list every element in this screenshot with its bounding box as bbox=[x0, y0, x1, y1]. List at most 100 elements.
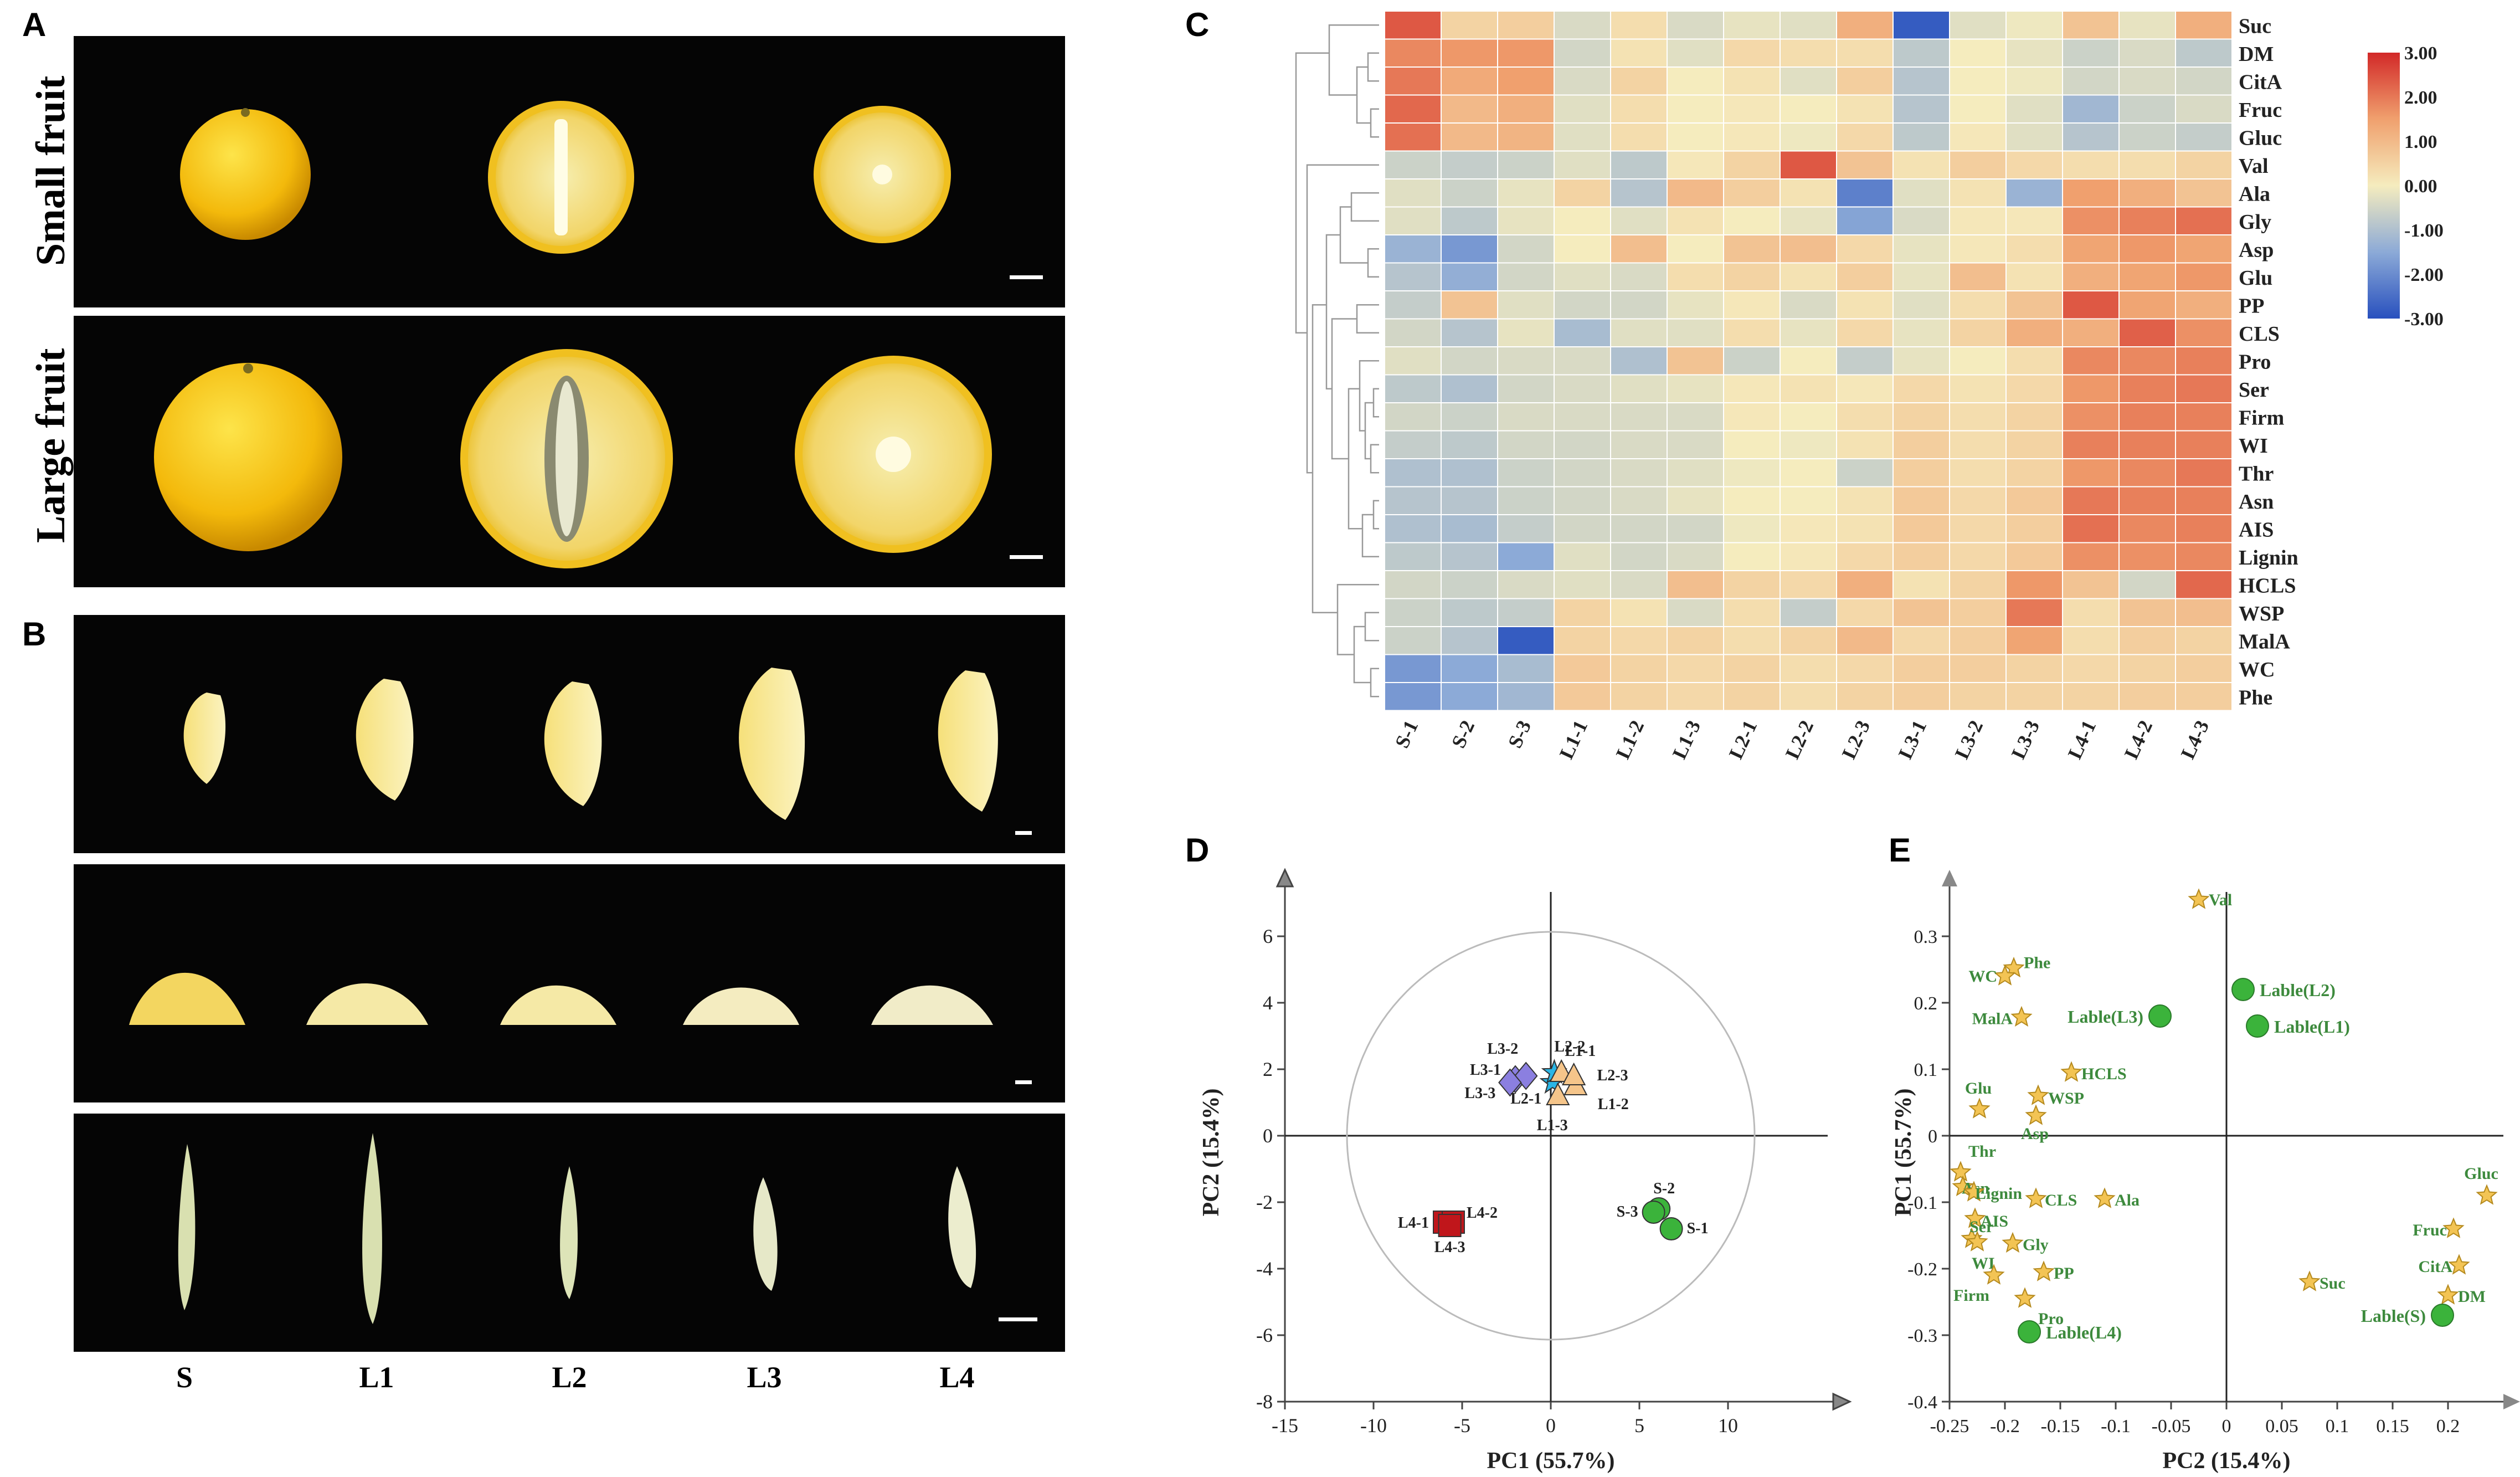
loading-star bbox=[1968, 1098, 1991, 1119]
group-label: Lable(L2) bbox=[2260, 980, 2336, 1000]
heatmap-cell bbox=[1949, 262, 2007, 291]
heatmap-cell bbox=[1610, 150, 1668, 180]
heatmap-cell bbox=[1723, 290, 1781, 320]
heatmap-cell bbox=[2062, 486, 2120, 515]
y-tick-label: 6 bbox=[1263, 925, 1273, 947]
heatmap-cell bbox=[1384, 318, 1442, 347]
loading-star bbox=[2188, 888, 2210, 909]
heatmap-cell bbox=[2005, 486, 2063, 515]
heatmap-cell bbox=[2118, 654, 2176, 683]
heatmap-cell bbox=[1667, 234, 1724, 264]
heatmap-cell bbox=[1384, 458, 1442, 488]
heatmap-cell bbox=[1384, 122, 1442, 152]
y-axis-arrow bbox=[1942, 870, 1957, 886]
heatmap-cell bbox=[1554, 570, 1611, 599]
row-label-large-fruit: Large fruit bbox=[28, 348, 74, 543]
heatmap-cell bbox=[1441, 626, 1498, 655]
legend-tick-label: -3.00 bbox=[2404, 309, 2444, 330]
heatmap-cell bbox=[1554, 514, 1611, 543]
legend-tick-label: 3.00 bbox=[2404, 43, 2437, 64]
heatmap-cell bbox=[1441, 262, 1498, 291]
x-tick-label: 0 bbox=[1546, 1414, 1556, 1437]
heatmap-cell bbox=[1441, 570, 1498, 599]
loading-star bbox=[2448, 1254, 2470, 1275]
y-tick-label: 0.3 bbox=[1914, 927, 1938, 947]
heatmap-cell bbox=[1441, 402, 1498, 432]
heatmap-cell bbox=[1949, 122, 2007, 152]
heatmap-cell bbox=[2118, 178, 2176, 208]
heatmap-cell bbox=[2062, 430, 2120, 459]
x-tick-label: 10 bbox=[1718, 1414, 1738, 1437]
heatmap-cell bbox=[1836, 346, 1894, 376]
score-point-label: L2-3 bbox=[1597, 1067, 1628, 1084]
y-tick-label: -0.3 bbox=[1907, 1326, 1937, 1346]
heatmap-cell bbox=[1723, 626, 1781, 655]
heatmap-cell bbox=[1780, 654, 1837, 683]
heatmap-cell bbox=[2118, 150, 2176, 180]
heatmap-cell bbox=[2062, 66, 2120, 96]
heatmap-cell bbox=[2005, 458, 2063, 488]
heatmap-cell bbox=[1949, 402, 2007, 432]
heatmap-cell bbox=[2175, 206, 2233, 235]
heatmap-cell bbox=[1723, 318, 1781, 347]
loading-label: HCLS bbox=[2081, 1065, 2127, 1083]
heatmap-cell bbox=[1780, 430, 1837, 459]
group-point bbox=[2246, 1014, 2269, 1038]
sac-l2 bbox=[560, 1166, 578, 1299]
heatmap-cell bbox=[1610, 206, 1668, 235]
heatmap-cell bbox=[1780, 486, 1837, 515]
heatmap-cell bbox=[2062, 318, 2120, 347]
heatmap-cell bbox=[1441, 38, 1498, 68]
heatmap-cell bbox=[1723, 430, 1781, 459]
legend-tick-label: 2.00 bbox=[2404, 88, 2437, 108]
heatmap-cell bbox=[1554, 122, 1611, 152]
heatmap-cell bbox=[1836, 290, 1894, 320]
heatmap-cell bbox=[1610, 626, 1668, 655]
heatmap-cell bbox=[1554, 542, 1611, 571]
heatmap-cell bbox=[2062, 234, 2120, 264]
loading-star bbox=[1994, 965, 2016, 986]
heatmap-cell bbox=[1780, 318, 1837, 347]
photo-juice-sacs bbox=[74, 864, 1065, 1102]
photo-large-fruit bbox=[74, 316, 1065, 587]
heatmap-cell bbox=[1610, 486, 1668, 515]
heatmap-col-label: S-1 bbox=[1391, 717, 1422, 751]
heatmap-col-label: L3-3 bbox=[2007, 717, 2044, 762]
heatmap-cell bbox=[1892, 542, 1950, 571]
heatmap-cell bbox=[2005, 430, 2063, 459]
score-point-label: L3-1 bbox=[1470, 1061, 1501, 1079]
pca-score-plot: -15 -10 -5 0 5 10 -8 -6 -4 -2 0 2 4 6 PC1 (55.7%) PC2 (… bbox=[1199, 868, 1852, 1474]
heatmap-cell bbox=[1949, 206, 2007, 235]
heatmap-cell bbox=[1497, 234, 1555, 264]
heatmap-cell bbox=[1384, 178, 1442, 208]
heatmap-cell bbox=[2118, 66, 2176, 96]
loading-star bbox=[1983, 1264, 2005, 1285]
score-point bbox=[1642, 1201, 1665, 1224]
heatmap-cell bbox=[1441, 346, 1498, 376]
heatmap-cell bbox=[1384, 38, 1442, 68]
heatmap-row-label: Val bbox=[2239, 155, 2269, 178]
scale-bar bbox=[999, 1317, 1037, 1321]
dendrogram-branch bbox=[1364, 612, 1379, 642]
heatmap-cell bbox=[1667, 150, 1724, 180]
x-tick-label: -10 bbox=[1360, 1414, 1387, 1437]
heatmap-cell bbox=[1949, 234, 2007, 264]
correlation-circle bbox=[1346, 931, 1756, 1341]
heatmap-cell bbox=[2005, 262, 2063, 291]
heatmap-cell bbox=[1497, 542, 1555, 571]
heatmap-cell bbox=[1554, 150, 1611, 180]
loading-star bbox=[2010, 1006, 2033, 1027]
heatmap-cell bbox=[1723, 402, 1781, 432]
heatmap-cell bbox=[1441, 430, 1498, 459]
heatmap-cell bbox=[1384, 598, 1442, 627]
heatmap-cell bbox=[1497, 66, 1555, 96]
dendrogram-branch bbox=[1336, 584, 1354, 655]
x-axis-title: PC2 (15.4%) bbox=[2163, 1448, 2291, 1474]
heatmap-row-label: Glu bbox=[2239, 266, 2272, 290]
heatmap-cell bbox=[1384, 290, 1442, 320]
heatmap-cell bbox=[1667, 11, 1724, 40]
heatmap-cell bbox=[2175, 430, 2233, 459]
heatmap-cell bbox=[1610, 234, 1668, 264]
small-longitudinal-section bbox=[488, 101, 634, 254]
heatmap-cell bbox=[1610, 654, 1668, 683]
